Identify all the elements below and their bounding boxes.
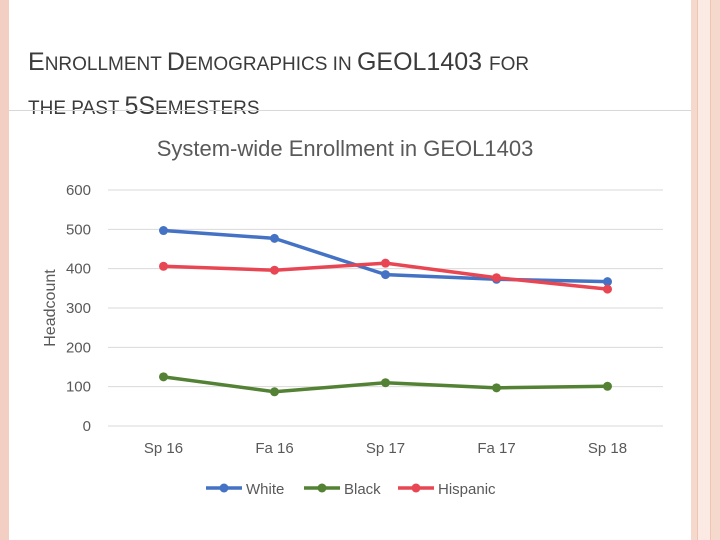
y-tick-label: 600 bbox=[66, 182, 91, 199]
data-point-hispanic bbox=[492, 273, 501, 283]
slide-title-line-2: the past 5Semesters bbox=[28, 84, 678, 128]
data-point-hispanic bbox=[603, 284, 612, 294]
slide-title-segment: 5S bbox=[124, 92, 156, 120]
line-chart: 0 100 200 300 400 500 600 Sp 16 Fa 16 Sp 17 Fa 17… bbox=[42, 182, 663, 498]
data-point-white bbox=[270, 233, 279, 243]
legend-marker-white bbox=[219, 483, 229, 493]
title-divider bbox=[9, 110, 691, 111]
data-point-hispanic bbox=[270, 265, 279, 275]
x-tick-label: Sp 17 bbox=[366, 440, 405, 457]
y-tick-label: 200 bbox=[66, 339, 91, 356]
data-point-white bbox=[381, 270, 390, 280]
slide-title-segment: nrollment bbox=[44, 54, 167, 75]
data-point-black bbox=[270, 387, 279, 397]
data-point-black bbox=[492, 383, 501, 393]
slide-title-segment: for bbox=[488, 54, 530, 75]
data-point-hispanic bbox=[381, 258, 390, 268]
data-point-white bbox=[603, 277, 612, 287]
slide-title-line-1: Enrollment Demographics in GEOL1403 for bbox=[28, 40, 678, 84]
y-axis-label: Headcount bbox=[42, 269, 59, 347]
y-tick-label: 0 bbox=[83, 418, 91, 435]
data-point-black bbox=[603, 381, 612, 391]
data-point-white bbox=[159, 226, 168, 236]
y-tick-label: 500 bbox=[66, 221, 91, 238]
slide-title-segment: D bbox=[166, 48, 185, 76]
x-tick-label: Sp 16 bbox=[144, 440, 183, 457]
slide-title-segment: emesters bbox=[155, 98, 260, 119]
x-tick-label: Fa 17 bbox=[477, 440, 515, 457]
slide-title-segment: the past bbox=[28, 98, 125, 119]
data-point-black bbox=[381, 378, 390, 388]
y-tick-label: 300 bbox=[66, 300, 91, 317]
slide-title-segment: GEOL1403 bbox=[356, 48, 489, 76]
left-accent-bar bbox=[0, 0, 9, 540]
slide-title-segment: emographics in bbox=[184, 54, 357, 75]
x-tick-label: Sp 18 bbox=[588, 440, 627, 457]
x-tick-label: Fa 16 bbox=[255, 440, 293, 457]
data-point-black bbox=[159, 372, 168, 382]
legend-label-white: White bbox=[246, 481, 284, 498]
legend-label-black: Black bbox=[344, 481, 381, 498]
slide-title: Enrollment Demographics in GEOL1403 for … bbox=[28, 40, 678, 128]
y-tick-label: 100 bbox=[66, 379, 91, 396]
right-decorative-border-inner bbox=[697, 0, 711, 540]
chart-title: System-wide Enrollment in GEOL1403 bbox=[156, 136, 534, 161]
data-point-hispanic bbox=[159, 261, 168, 271]
legend-label-hispanic: Hispanic bbox=[438, 481, 496, 498]
legend-marker-black bbox=[317, 483, 327, 493]
y-tick-label: 400 bbox=[66, 261, 91, 278]
slide-title-segment: E bbox=[28, 48, 45, 76]
legend-marker-hispanic bbox=[411, 483, 421, 493]
